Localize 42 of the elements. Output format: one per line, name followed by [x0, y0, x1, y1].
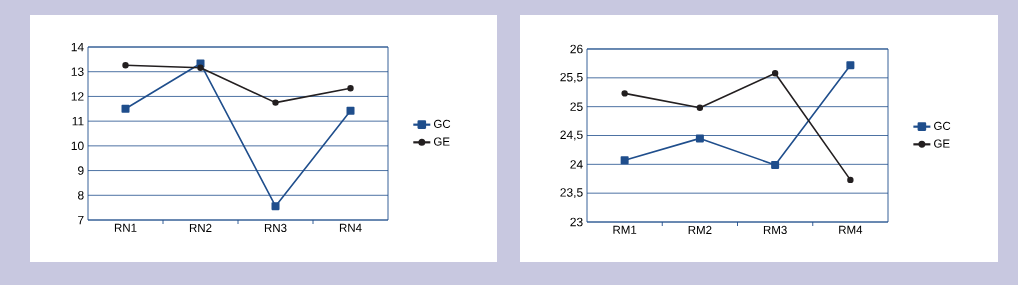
- y-tick-label: 13: [71, 67, 84, 76]
- y-tick-label: 24: [570, 160, 583, 169]
- point: [696, 104, 704, 112]
- point: [771, 70, 779, 77]
- x-tick-label: RM2: [688, 225, 712, 234]
- point: [620, 156, 629, 165]
- x-tick-label: RM1: [613, 225, 637, 234]
- point: [621, 90, 628, 97]
- y-tick-label: 26: [570, 44, 583, 54]
- point: [695, 134, 704, 143]
- y-tick-label: 11: [72, 117, 84, 126]
- legend-label: GC: [934, 121, 951, 130]
- y-tick-label: 25: [570, 102, 583, 111]
- point: [121, 104, 130, 113]
- point: [846, 61, 855, 70]
- x-tick-label: RN1: [114, 223, 137, 232]
- y-tick-label: 25,5: [560, 72, 583, 83]
- y-tick-label: 8: [77, 191, 84, 200]
- legend-label: GC: [433, 119, 451, 128]
- point: [347, 85, 354, 92]
- y-tick-label: 10: [71, 141, 84, 151]
- point: [122, 62, 129, 69]
- x-tick-label: RN3: [264, 223, 287, 232]
- point: [271, 202, 280, 211]
- y-tick-label: 14: [71, 42, 84, 52]
- x-tick-label: RM4: [839, 225, 863, 234]
- y-tick-label: 23: [570, 217, 583, 227]
- legend-label: GE: [433, 137, 450, 146]
- point: [847, 176, 854, 184]
- y-tick-label: 23,5: [560, 188, 583, 199]
- point: [272, 99, 279, 106]
- point: [771, 160, 780, 169]
- y-tick-label: 24,5: [560, 130, 583, 141]
- point: [346, 106, 355, 115]
- x-tick-label: RN2: [189, 223, 212, 232]
- x-tick-label: RN4: [339, 223, 362, 232]
- x-tick-label: RM3: [763, 225, 787, 234]
- point: [197, 64, 204, 71]
- y-tick-label: 12: [71, 92, 84, 101]
- y-tick-label: 7: [78, 215, 84, 225]
- y-tick-label: 9: [78, 166, 84, 175]
- legend-label: GE: [934, 139, 950, 148]
